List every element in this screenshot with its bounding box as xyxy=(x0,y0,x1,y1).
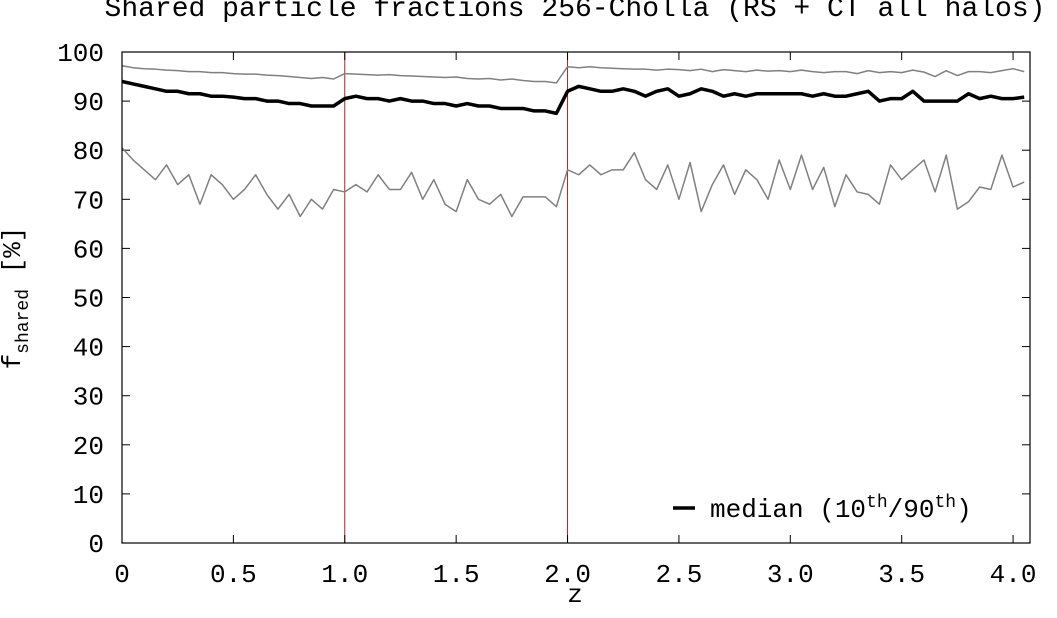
y-axis-label: fshared [%] xyxy=(0,227,34,370)
y-tick-label: 50 xyxy=(73,285,104,315)
x-tick-label: 3.0 xyxy=(767,560,814,590)
y-tick-label: 20 xyxy=(73,432,104,462)
x-tick-label: 0 xyxy=(114,560,130,590)
series-line xyxy=(121,79,1025,116)
x-tick-label: 2.0 xyxy=(544,560,591,590)
x-tick-label: 1.0 xyxy=(321,560,368,590)
x-tick-label: 0.5 xyxy=(210,560,257,590)
chart-title: Shared particle fractions 256-Cholla (RS… xyxy=(105,0,1046,25)
y-label-main: f xyxy=(0,354,28,370)
legend-label-part: th xyxy=(934,493,956,513)
y-tick-label: 0 xyxy=(88,530,104,560)
legend-label-part: th xyxy=(866,493,888,513)
legend-label-part: ) xyxy=(956,495,972,525)
legend-label-part: median (10 xyxy=(710,495,866,525)
plot-frame xyxy=(121,51,1031,544)
y-tick-label: 40 xyxy=(73,334,104,364)
y-tick-label: 80 xyxy=(73,137,104,167)
y-label-sub: shared xyxy=(14,289,34,354)
legend-label: median (10th/90th) xyxy=(710,493,972,525)
y-tick-label: 60 xyxy=(73,235,104,265)
y-tick-label: 100 xyxy=(57,39,104,69)
y-tick-label: 10 xyxy=(73,481,104,511)
y-label-unit: [%] xyxy=(0,227,28,289)
x-tick-label: 2.5 xyxy=(656,560,703,590)
series-line xyxy=(121,65,1025,84)
x-tick-label: 4.0 xyxy=(990,560,1037,590)
x-axis-label: z xyxy=(567,580,583,610)
y-tick-label: 70 xyxy=(73,186,104,216)
y-tick-label: 30 xyxy=(73,383,104,413)
x-tick-label: 1.5 xyxy=(433,560,480,590)
legend-label-part: /90 xyxy=(888,495,935,525)
y-tick-label: 90 xyxy=(73,88,104,118)
series-line xyxy=(121,147,1025,218)
x-tick-label: 3.5 xyxy=(878,560,925,590)
